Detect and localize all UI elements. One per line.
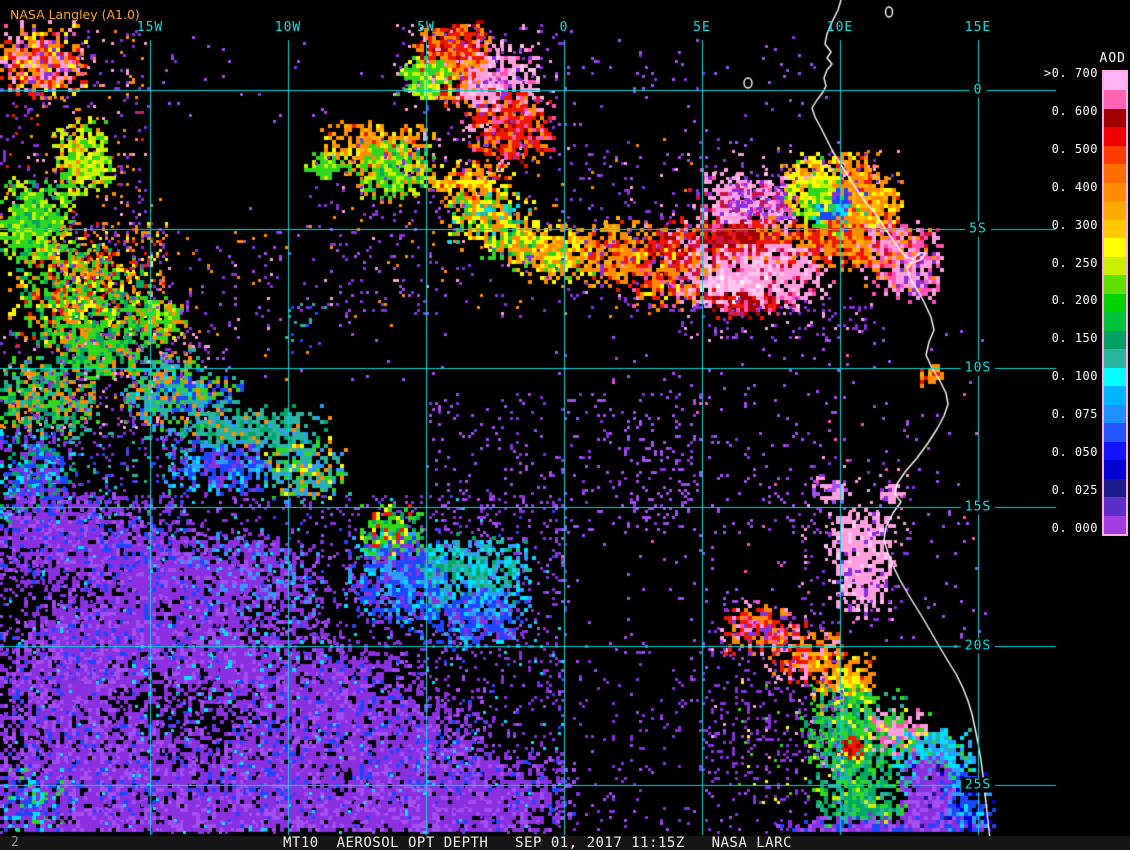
legend-title: AOD	[1099, 51, 1126, 66]
status-bar: MT10 AEROSOL OPT DEPTH SEP 01, 2017 11:1…	[0, 836, 1130, 850]
lon-label-10w: 10W	[274, 20, 302, 35]
legend-block-14	[1104, 330, 1126, 350]
legend-block-6	[1104, 182, 1126, 202]
legend-label-7: 0. 150	[1051, 331, 1098, 346]
page-number: 2	[11, 835, 19, 850]
legend-label-12: 0. 000	[1051, 520, 1098, 535]
status-text: MT10 AEROSOL OPT DEPTH SEP 01, 2017 11:1…	[283, 835, 792, 850]
legend-block-22	[1104, 478, 1126, 498]
legend-label-9: 0. 075	[1051, 407, 1098, 422]
legend-block-18	[1104, 404, 1126, 424]
legend-color-bar	[1102, 70, 1128, 536]
legend-label-4: 0. 300	[1051, 217, 1098, 232]
lat-label-5s: 5S	[965, 221, 991, 237]
legend-block-0	[1104, 72, 1126, 91]
legend-block-3	[1104, 127, 1126, 146]
legend-block-5	[1104, 164, 1126, 183]
legend-block-16	[1104, 367, 1126, 387]
legend-block-8	[1104, 219, 1126, 239]
lon-label-15w: 15W	[136, 20, 164, 35]
credit-label: NASA Langley (A1.0)	[10, 7, 140, 22]
lon-label-0: 0	[559, 20, 569, 35]
legend-block-2	[1104, 108, 1126, 128]
legend-block-21	[1104, 460, 1126, 479]
legend-label-11: 0. 025	[1051, 482, 1098, 497]
lat-label-10s: 10S	[960, 360, 996, 376]
legend-label-2: 0. 500	[1051, 141, 1098, 156]
lat-label-0: 0	[969, 82, 987, 98]
legend-label-5: 0. 250	[1051, 255, 1098, 270]
legend-label-10: 0. 050	[1051, 445, 1098, 459]
legend-block-12	[1104, 293, 1126, 313]
legend-label-1: 0. 600	[1051, 103, 1098, 118]
legend-block-10	[1104, 256, 1126, 276]
legend-block-20	[1104, 441, 1126, 461]
legend-block-24	[1104, 515, 1126, 535]
legend-block-1	[1104, 90, 1126, 109]
legend-block-4	[1104, 145, 1126, 165]
legend-block-11	[1104, 275, 1126, 294]
legend-block-19	[1104, 423, 1126, 442]
lat-label-15s: 15S	[960, 499, 996, 515]
lon-label-5w: 5W	[417, 20, 435, 35]
legend-block-9	[1104, 238, 1126, 257]
lon-label-5e: 5E	[693, 20, 711, 35]
legend-label-0: >0. 700	[1043, 66, 1098, 80]
legend-block-13	[1104, 312, 1126, 331]
legend-label-3: 0. 400	[1051, 179, 1098, 194]
lat-label-20s: 20S	[960, 638, 996, 654]
lon-label-15e: 15E	[964, 20, 992, 35]
legend-label-8: 0. 100	[1051, 369, 1098, 384]
legend-block-7	[1104, 201, 1126, 220]
legend-block-17	[1104, 386, 1126, 405]
lat-label-25s: 25S	[960, 777, 996, 793]
legend-label-6: 0. 200	[1051, 293, 1098, 308]
lon-label-10e: 10E	[826, 20, 854, 35]
legend-block-23	[1104, 497, 1126, 516]
legend-block-15	[1104, 349, 1126, 368]
